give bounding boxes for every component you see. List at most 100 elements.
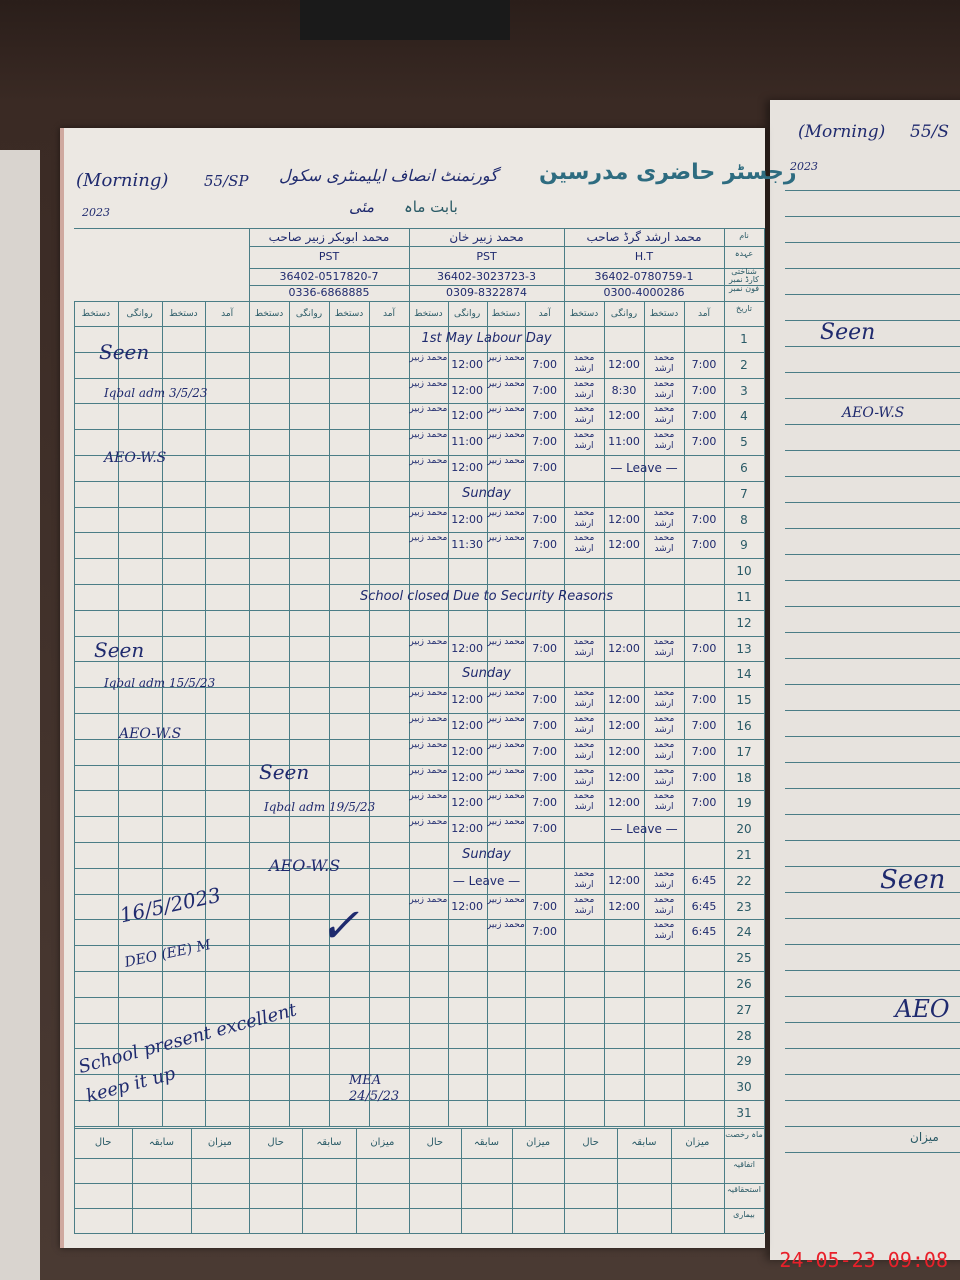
signature-cell: محمد زبیر [409, 894, 448, 905]
time-cell: 6:45 [691, 873, 717, 887]
column-rule [117, 301, 119, 1126]
right-aeo: AEO-W.S [842, 405, 905, 421]
row-rule [785, 840, 960, 841]
time-cell: 12:00 [451, 641, 483, 655]
row-rule [74, 532, 764, 534]
row-rule [74, 635, 764, 637]
month-value: مئی [349, 198, 375, 216]
row-rule [74, 919, 764, 921]
signature-cell: محمد ارشد [573, 507, 595, 529]
day-note: Sunday [462, 666, 511, 682]
row-label: نام [739, 231, 749, 240]
signature-1: Iqbal adm 3/5/23 [104, 386, 208, 400]
signature-cell: محمد ارشد [653, 352, 675, 374]
footer-rule [74, 1233, 764, 1234]
school-code: 55/SP [204, 172, 249, 190]
seen-note-2: Seen [94, 638, 145, 662]
date-number: 27 [736, 1002, 752, 1017]
footer-header: سابقہ [631, 1137, 657, 1148]
footer-header: حال [582, 1137, 599, 1148]
signature-3: Iqbal adm 19/5/23 [264, 800, 376, 814]
teacher-phone: 0300-4000286 [603, 286, 685, 299]
row-rule [74, 403, 764, 405]
teacher-phone: 0336-6868885 [288, 286, 370, 299]
row-rule [74, 326, 764, 327]
row-rule [74, 764, 764, 766]
signature-cell: محمد ارشد [653, 791, 675, 813]
signature-cell: محمد ارشد [653, 765, 675, 787]
date-number: 7 [740, 486, 748, 501]
signature-cell: محمد ارشد [573, 894, 595, 916]
signature-cell: محمد ارشد [653, 430, 675, 452]
column-header: دستخط [254, 309, 284, 319]
row-rule [785, 190, 960, 191]
row-rule [785, 658, 960, 659]
day-note: Sunday [462, 485, 511, 501]
mea-signature: MEA 24/5/23 [349, 1073, 400, 1104]
row-rule [74, 1125, 764, 1127]
signature-cell: محمد زبیر [486, 688, 525, 699]
teacher-phone: 0309-8322874 [446, 286, 527, 299]
row-rule [785, 450, 960, 451]
signature-cell: محمد زبیر [486, 533, 525, 544]
column-rule [764, 228, 765, 1233]
day-note: Sunday [462, 847, 511, 862]
register-title: رجسٹر حاضری مدرسین [539, 160, 797, 185]
time-cell: 7:00 [691, 383, 717, 397]
date-number: 17 [736, 744, 752, 759]
column-rule [684, 301, 685, 1126]
footer-header: میزان [526, 1137, 551, 1148]
signature-cell: محمد زبیر [486, 765, 525, 776]
check-mark: ✓ [319, 898, 360, 954]
signature-cell: محمد ارشد [573, 765, 595, 787]
time-cell: 7:00 [691, 357, 717, 371]
previous-page-edge [0, 150, 40, 1280]
row-rule [785, 372, 960, 373]
signature-cell: محمد ارشد [653, 739, 675, 761]
signature-cell: محمد زبیر [486, 456, 525, 466]
time-cell: 7:00 [532, 744, 557, 758]
teacher-name: محمد ارشد گرڈ صاحب [586, 230, 702, 244]
footer-header: حال [94, 1137, 112, 1148]
footer-rule [74, 1128, 764, 1129]
time-cell: 7:00 [532, 435, 557, 449]
aeo-note-2: AEO-W.S [119, 726, 182, 742]
signature-cell: محمد زبیر [409, 791, 448, 802]
column-rule [604, 301, 605, 1126]
time-cell: 12:00 [451, 899, 483, 913]
column-rule [249, 1128, 250, 1233]
column-rule [512, 1128, 514, 1233]
signature-cell: محمد زبیر [409, 636, 448, 647]
date-number: 9 [740, 538, 748, 553]
row-rule [785, 1152, 960, 1153]
column-rule [409, 1128, 410, 1233]
date-number: 16 [736, 719, 752, 733]
time-cell: 7:00 [532, 461, 557, 474]
facing-page: (Morning) 55/S 2023 Seen AEO-W.S Seen AE… [770, 100, 960, 1260]
date-number: 3 [740, 383, 748, 398]
row-rule [785, 736, 960, 737]
row-rule [785, 1100, 960, 1101]
row-rule [785, 944, 960, 945]
signature-cell: محمد زبیر [409, 352, 448, 363]
right-code: 55/S [910, 122, 950, 142]
day-note: School closed Due to Security Reasons [360, 589, 613, 604]
time-cell: 12:00 [451, 770, 483, 784]
column-rule [564, 1128, 565, 1233]
column-header: دستخط [334, 309, 364, 319]
time-cell: 7:00 [532, 512, 557, 526]
time-cell: 7:00 [691, 719, 717, 732]
footer-header: میزان [685, 1137, 710, 1148]
row-rule [785, 1022, 960, 1023]
row-rule [785, 528, 960, 529]
teacher-name: محمد ابوبکر زبیر صاحب [268, 230, 390, 244]
row-rule [785, 502, 960, 503]
signature-cell: محمد ارشد [653, 507, 675, 529]
column-rule [190, 1128, 192, 1233]
row-rule [785, 762, 960, 763]
time-cell: 7:00 [691, 770, 717, 784]
time-cell: 7:00 [532, 899, 557, 913]
signature-cell: محمد ارشد [653, 533, 675, 555]
right-seen: Seen [820, 320, 876, 345]
teacher-post: H.T [634, 250, 654, 263]
